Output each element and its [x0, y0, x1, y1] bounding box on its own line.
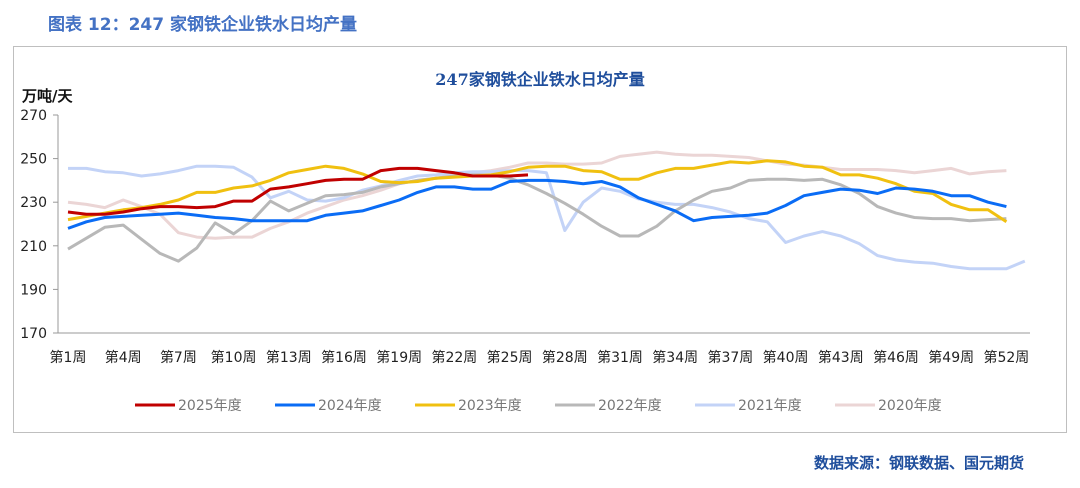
x-tick-label: 第46周 — [873, 349, 919, 366]
series-line-2024年度 — [67, 178, 1007, 230]
y-tick-label: 210 — [20, 239, 47, 255]
x-tick-label: 第37周 — [707, 349, 753, 366]
x-tick-label: 第43周 — [818, 349, 864, 366]
series-line-2020年度 — [67, 150, 1007, 240]
x-tick-label: 第40周 — [763, 349, 809, 366]
legend-label: 2020年度 — [878, 398, 942, 414]
data-source: 数据来源：钢联数据、国元期货 — [813, 454, 1024, 472]
x-tick-label: 第28周 — [542, 349, 588, 366]
x-tick-label: 第7周 — [160, 349, 197, 366]
x-tick-label: 第52周 — [983, 349, 1029, 366]
legend-label: 2022年度 — [598, 398, 662, 414]
y-tick-label: 190 — [20, 282, 47, 298]
x-tick-label: 第1周 — [50, 349, 87, 366]
x-tick-label: 第19周 — [376, 349, 422, 366]
y-axis-unit: 万吨/天 — [22, 87, 73, 105]
legend-label: 2021年度 — [738, 398, 802, 414]
x-tick-label: 第25周 — [487, 349, 533, 366]
x-tick-label: 第34周 — [652, 349, 698, 366]
legend-label: 2023年度 — [458, 398, 522, 414]
x-tick-label: 第10周 — [211, 349, 257, 366]
legend-label: 2025年度 — [178, 398, 242, 414]
x-tick-label: 第31周 — [597, 349, 643, 366]
series-line-2023年度 — [67, 159, 1008, 224]
y-tick-label: 230 — [20, 195, 47, 211]
legend-label: 2024年度 — [318, 398, 382, 414]
x-tick-label: 第22周 — [431, 349, 477, 366]
figure-title: 图表 12：247 家钢铁企业铁水日均产量 — [48, 15, 357, 35]
y-tick-label: 170 — [20, 326, 47, 342]
series-line-2025年度 — [67, 166, 529, 216]
x-tick-label: 第16周 — [321, 349, 367, 366]
x-tick-label: 第13周 — [266, 349, 312, 366]
y-tick-label: 250 — [20, 152, 47, 168]
x-tick-label: 第4周 — [105, 349, 142, 366]
x-tick-label: 第49周 — [928, 349, 974, 366]
y-tick-label: 270 — [20, 108, 47, 124]
chart-frame — [13, 46, 1067, 433]
chart-title: 247家钢铁企业铁水日均产量 — [435, 70, 645, 89]
series-line-2021年度 — [68, 164, 1026, 271]
